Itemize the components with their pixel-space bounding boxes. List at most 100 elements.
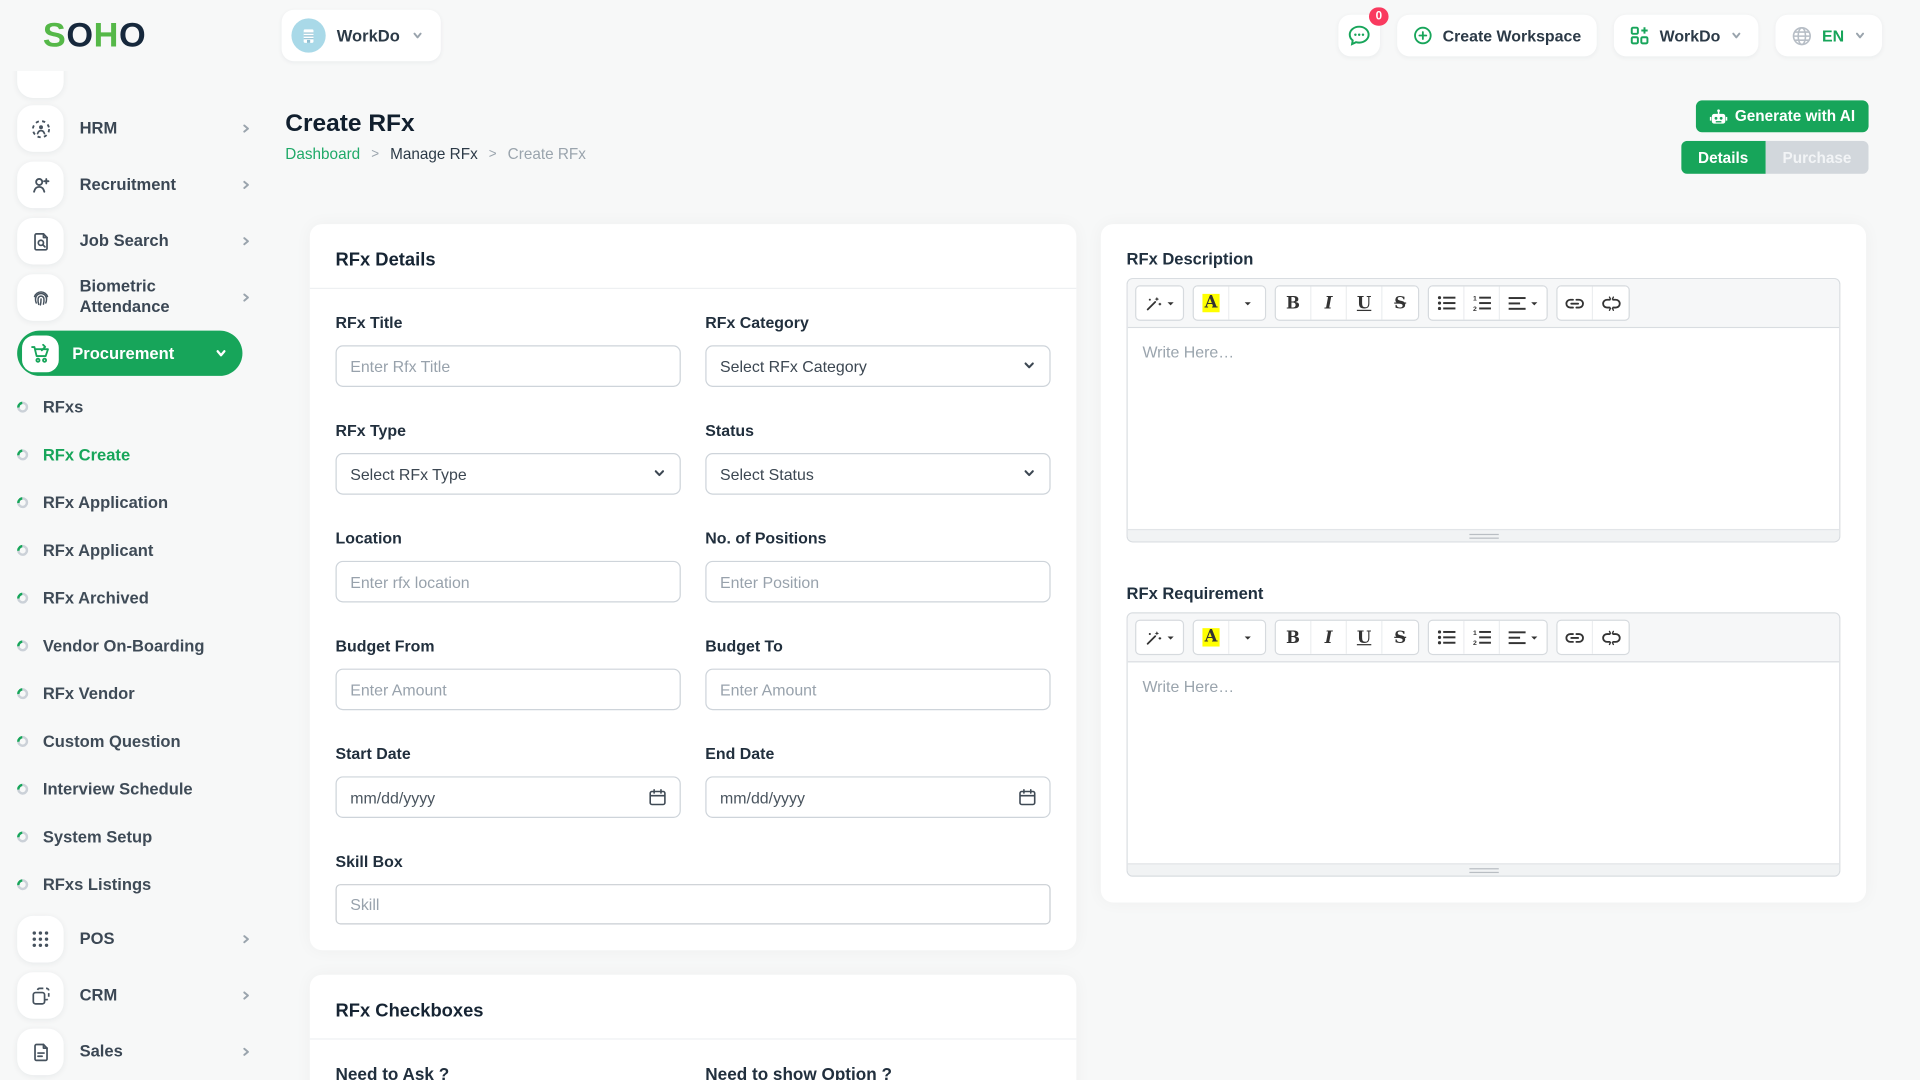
rfx-title-input[interactable] [335,345,681,387]
sidebar-item-rfx-vendor[interactable]: RFx Vendor [14,677,267,709]
sidebar-item-system-setup[interactable]: System Setup [14,820,267,852]
italic-button[interactable]: I [1311,286,1347,320]
skill-input[interactable] [335,884,1051,925]
recruitment-icon [17,161,64,209]
sidebar-item-vendor-onboarding[interactable]: Vendor On-Boarding [14,629,267,661]
breadcrumb-dashboard[interactable]: Dashboard [285,145,361,163]
field-skill-box: Skill Box [335,852,1051,925]
messages-badge: 0 [1369,7,1389,26]
underline-button[interactable]: U [1346,620,1383,654]
svg-text:2: 2 [1472,640,1476,645]
view-tabs: Details Purchase [1680,140,1869,174]
status-select[interactable]: Select Status [705,453,1051,495]
font-color-button[interactable]: A [1193,286,1230,320]
sidebar-item-rfx-create[interactable]: RFx Create [14,438,267,470]
tab-purchase[interactable]: Purchase [1765,140,1869,174]
rfx-requirement-textarea[interactable]: Write Here… [1127,662,1840,864]
sidebar-item-sales[interactable]: Sales [17,1028,267,1076]
workspace-name: WorkDo [336,26,400,45]
link-icon [1565,632,1584,643]
location-input[interactable] [335,560,681,603]
sidebar-item-rfx-archived[interactable]: RFx Archived [14,582,267,614]
caret-down-icon [1244,635,1251,640]
paragraph-button[interactable] [1500,620,1547,654]
editor-resize-handle[interactable] [1127,528,1840,542]
breadcrumb-separator: > [371,146,380,162]
rfx-category-select[interactable]: Select RFx Category [705,345,1051,387]
unlink-button[interactable] [1593,286,1629,320]
bold-button[interactable]: B [1275,620,1312,654]
unordered-list-button[interactable] [1428,286,1465,320]
sidebar-item-job-search[interactable]: Job Search [17,217,267,265]
font-color-caret-button[interactable] [1229,286,1265,320]
workspace-menu-button[interactable]: WorkDo [1614,14,1759,57]
underline-button[interactable]: U [1346,286,1383,320]
soho-logo[interactable]: SOHO [42,15,147,54]
paragraph-button[interactable] [1500,286,1547,320]
grip-icon [1468,533,1499,539]
sidebar-item-pos[interactable]: POS [17,915,267,963]
sidebar-item-recruitment[interactable]: Recruitment [17,161,267,209]
sidebar-item-custom-question[interactable]: Custom Question [14,725,267,757]
font-color-button[interactable]: A [1193,620,1230,654]
rfx-description-textarea[interactable]: Write Here… [1127,328,1840,529]
field-location: Location [335,529,681,603]
chevron-down-icon [1022,465,1035,483]
bullet-icon [14,780,31,797]
sidebar-item-rfxs[interactable]: RFxs [14,391,267,423]
budget-to-input[interactable] [705,668,1051,711]
editor-resize-handle[interactable] [1127,863,1840,876]
rfx-type-select[interactable]: Select RFx Type [335,453,681,495]
strikethrough-button[interactable]: S [1382,286,1418,320]
sidebar-item-hrm[interactable]: HRM [17,105,267,152]
language-selector[interactable]: EN [1775,14,1883,57]
link-button[interactable] [1557,286,1594,320]
sidebar-item-procurement[interactable]: Procurement [17,330,243,376]
workspace-switcher[interactable]: WorkDo [281,9,441,62]
chat-icon [1348,25,1370,46]
field-positions: No. of Positions [705,529,1051,603]
chevron-right-icon [240,235,252,247]
magic-style-button[interactable] [1136,620,1183,654]
tab-details[interactable]: Details [1680,140,1766,174]
job-search-icon [17,217,64,265]
globe-icon [1792,26,1811,45]
italic-button[interactable]: I [1311,620,1347,654]
font-color-caret-button[interactable] [1229,620,1265,654]
sidebar-item-crm[interactable]: CRM [17,972,267,1019]
divider [309,287,1077,289]
bullet-icon [14,828,31,845]
bullet-icon [14,685,31,701]
start-date-input[interactable]: mm/dd/yyyy [335,776,681,818]
budget-from-input[interactable] [335,668,681,711]
unordered-list-button[interactable] [1428,620,1465,654]
building-icon [303,29,314,43]
end-date-input[interactable]: mm/dd/yyyy [705,776,1051,818]
sidebar: HRM Recruitment Job Search Biometric Att… [0,71,267,1080]
breadcrumb-manage-rfx[interactable]: Manage RFx [390,145,478,163]
sidebar-item-rfxs-listings[interactable]: RFxs Listings [14,868,267,900]
sidebar-item-partial[interactable] [17,71,64,98]
circle-plus-icon [1414,26,1432,45]
bullet-icon [14,589,31,606]
bullet-icon [14,494,31,510]
messages-button[interactable]: 0 [1338,7,1389,57]
sidebar-item-biometric-attendance[interactable]: Biometric Attendance [17,274,267,321]
unlink-button[interactable] [1593,620,1629,654]
ordered-list-icon: 12 [1472,296,1491,311]
link-button[interactable] [1557,620,1594,654]
sidebar-item-rfx-applicant[interactable]: RFx Applicant [14,534,267,566]
bold-button[interactable]: B [1275,286,1312,320]
create-workspace-button[interactable]: Create Workspace [1397,14,1598,57]
magic-style-button[interactable] [1136,286,1183,320]
sidebar-item-interview-schedule[interactable]: Interview Schedule [14,773,267,805]
sidebar-item-rfx-application[interactable]: RFx Application [14,486,267,518]
rfx-details-heading: RFx Details [335,249,436,271]
positions-input[interactable] [705,560,1051,603]
rfx-details-card: RFx Details RFx Title RFx Category Selec… [309,224,1077,951]
strikethrough-button[interactable]: S [1382,620,1418,654]
generate-with-ai-button[interactable]: Generate with AI [1695,100,1869,133]
